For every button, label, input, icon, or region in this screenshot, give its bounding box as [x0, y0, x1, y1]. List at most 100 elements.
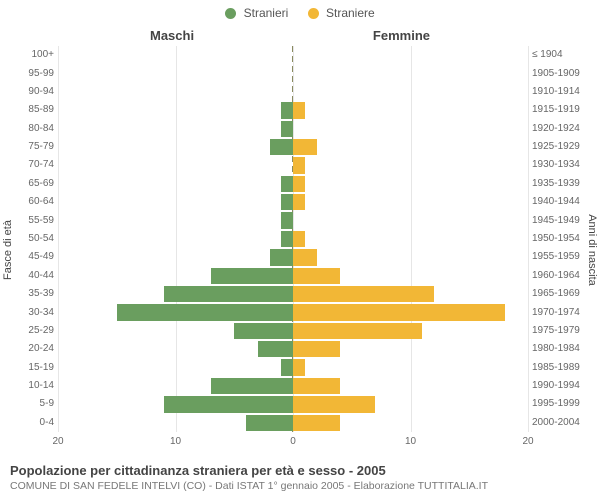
- bar-male: [211, 378, 293, 394]
- bar-zone-female: [293, 304, 528, 320]
- birth-year-label: 1995-1999: [532, 399, 580, 409]
- age-row: 30-341970-1974: [58, 303, 528, 321]
- bar-zone-female: [293, 231, 528, 247]
- age-label: 15-19: [28, 363, 54, 373]
- age-label: 50-54: [28, 234, 54, 244]
- gridline: [528, 46, 529, 432]
- bar-zone-female: [293, 176, 528, 192]
- bar-male: [281, 102, 293, 118]
- age-label: 20-24: [28, 344, 54, 354]
- bar-female: [293, 378, 340, 394]
- bar-zone-male: [58, 157, 293, 173]
- bar-male: [117, 304, 293, 320]
- x-tick-label: 20: [52, 436, 63, 447]
- age-label: 85-89: [28, 105, 54, 115]
- legend-swatch-male: [225, 8, 236, 19]
- birth-year-label: 1910-1914: [532, 87, 580, 97]
- age-label: 75-79: [28, 142, 54, 152]
- bar-zone-male: [58, 84, 293, 100]
- bar-male: [281, 359, 293, 375]
- x-tick-label: 10: [170, 436, 181, 447]
- age-row: 90-941910-1914: [58, 83, 528, 101]
- bar-female: [293, 249, 317, 265]
- chart-footer: Popolazione per cittadinanza straniera p…: [10, 463, 590, 492]
- bar-male: [164, 286, 293, 302]
- bar-female: [293, 139, 317, 155]
- age-label: 0-4: [40, 418, 54, 428]
- bar-zone-male: [58, 121, 293, 137]
- chart-subtitle: COMUNE DI SAN FEDELE INTELVI (CO) - Dati…: [10, 480, 590, 492]
- y-axis-title-left: Fasce di età: [2, 190, 14, 310]
- bar-zone-male: [58, 415, 293, 431]
- legend-swatch-female: [308, 8, 319, 19]
- birth-year-label: 1925-1929: [532, 142, 580, 152]
- bar-female: [293, 157, 305, 173]
- bar-zone-female: [293, 47, 528, 63]
- bar-male: [246, 415, 293, 431]
- bar-zone-male: [58, 139, 293, 155]
- birth-year-label: 1920-1924: [532, 124, 580, 134]
- column-title-female: Femmine: [373, 28, 430, 43]
- age-label: 35-39: [28, 289, 54, 299]
- bar-female: [293, 359, 305, 375]
- age-row: 80-841920-1924: [58, 120, 528, 138]
- bar-female: [293, 194, 305, 210]
- age-row: 20-241980-1984: [58, 340, 528, 358]
- bar-female: [293, 286, 434, 302]
- bar-zone-female: [293, 341, 528, 357]
- birth-year-label: 1940-1944: [532, 197, 580, 207]
- age-row: 5-91995-1999: [58, 395, 528, 413]
- bar-zone-male: [58, 341, 293, 357]
- birth-year-label: 1980-1984: [532, 344, 580, 354]
- bar-zone-male: [58, 378, 293, 394]
- age-label: 80-84: [28, 124, 54, 134]
- bar-zone-male: [58, 304, 293, 320]
- x-tick-label: 0: [290, 436, 296, 447]
- age-row: 45-491955-1959: [58, 248, 528, 266]
- bar-male: [234, 323, 293, 339]
- bar-zone-female: [293, 323, 528, 339]
- bar-zone-female: [293, 65, 528, 81]
- birth-year-label: 1945-1949: [532, 216, 580, 226]
- bar-male: [258, 341, 293, 357]
- bar-zone-male: [58, 176, 293, 192]
- bar-zone-male: [58, 286, 293, 302]
- bar-zone-female: [293, 378, 528, 394]
- bar-male: [281, 231, 293, 247]
- bar-zone-male: [58, 194, 293, 210]
- bar-zone-male: [58, 359, 293, 375]
- age-row: 70-741930-1934: [58, 156, 528, 174]
- age-row: 10-141990-1994: [58, 377, 528, 395]
- population-pyramid-chart: Stranieri Straniere Maschi Femmine Fasce…: [0, 0, 600, 500]
- bar-male: [281, 212, 293, 228]
- bar-zone-female: [293, 194, 528, 210]
- birth-year-label: 1990-1994: [532, 381, 580, 391]
- age-row: 65-691935-1939: [58, 175, 528, 193]
- age-row: 35-391965-1969: [58, 285, 528, 303]
- bar-zone-female: [293, 415, 528, 431]
- age-label: 70-74: [28, 160, 54, 170]
- bar-zone-female: [293, 121, 528, 137]
- age-label: 100+: [31, 50, 54, 60]
- bar-female: [293, 268, 340, 284]
- plot-area: 010102020100+≤ 190495-991905-190990-9419…: [58, 46, 528, 432]
- bar-zone-male: [58, 323, 293, 339]
- birth-year-label: 1905-1909: [532, 69, 580, 79]
- bar-zone-female: [293, 102, 528, 118]
- age-row: 50-541950-1954: [58, 230, 528, 248]
- birth-year-label: 1955-1959: [532, 252, 580, 262]
- birth-year-label: 2000-2004: [532, 418, 580, 428]
- bar-zone-male: [58, 268, 293, 284]
- age-label: 65-69: [28, 179, 54, 189]
- y-axis-title-right: Anni di nascita: [586, 190, 598, 310]
- birth-year-label: 1960-1964: [532, 271, 580, 281]
- age-row: 75-791925-1929: [58, 138, 528, 156]
- age-label: 45-49: [28, 252, 54, 262]
- birth-year-label: 1935-1939: [532, 179, 580, 189]
- age-label: 90-94: [28, 87, 54, 97]
- bar-male: [211, 268, 293, 284]
- bar-female: [293, 102, 305, 118]
- bar-zone-male: [58, 212, 293, 228]
- legend: Stranieri Straniere: [0, 6, 600, 20]
- bar-zone-female: [293, 157, 528, 173]
